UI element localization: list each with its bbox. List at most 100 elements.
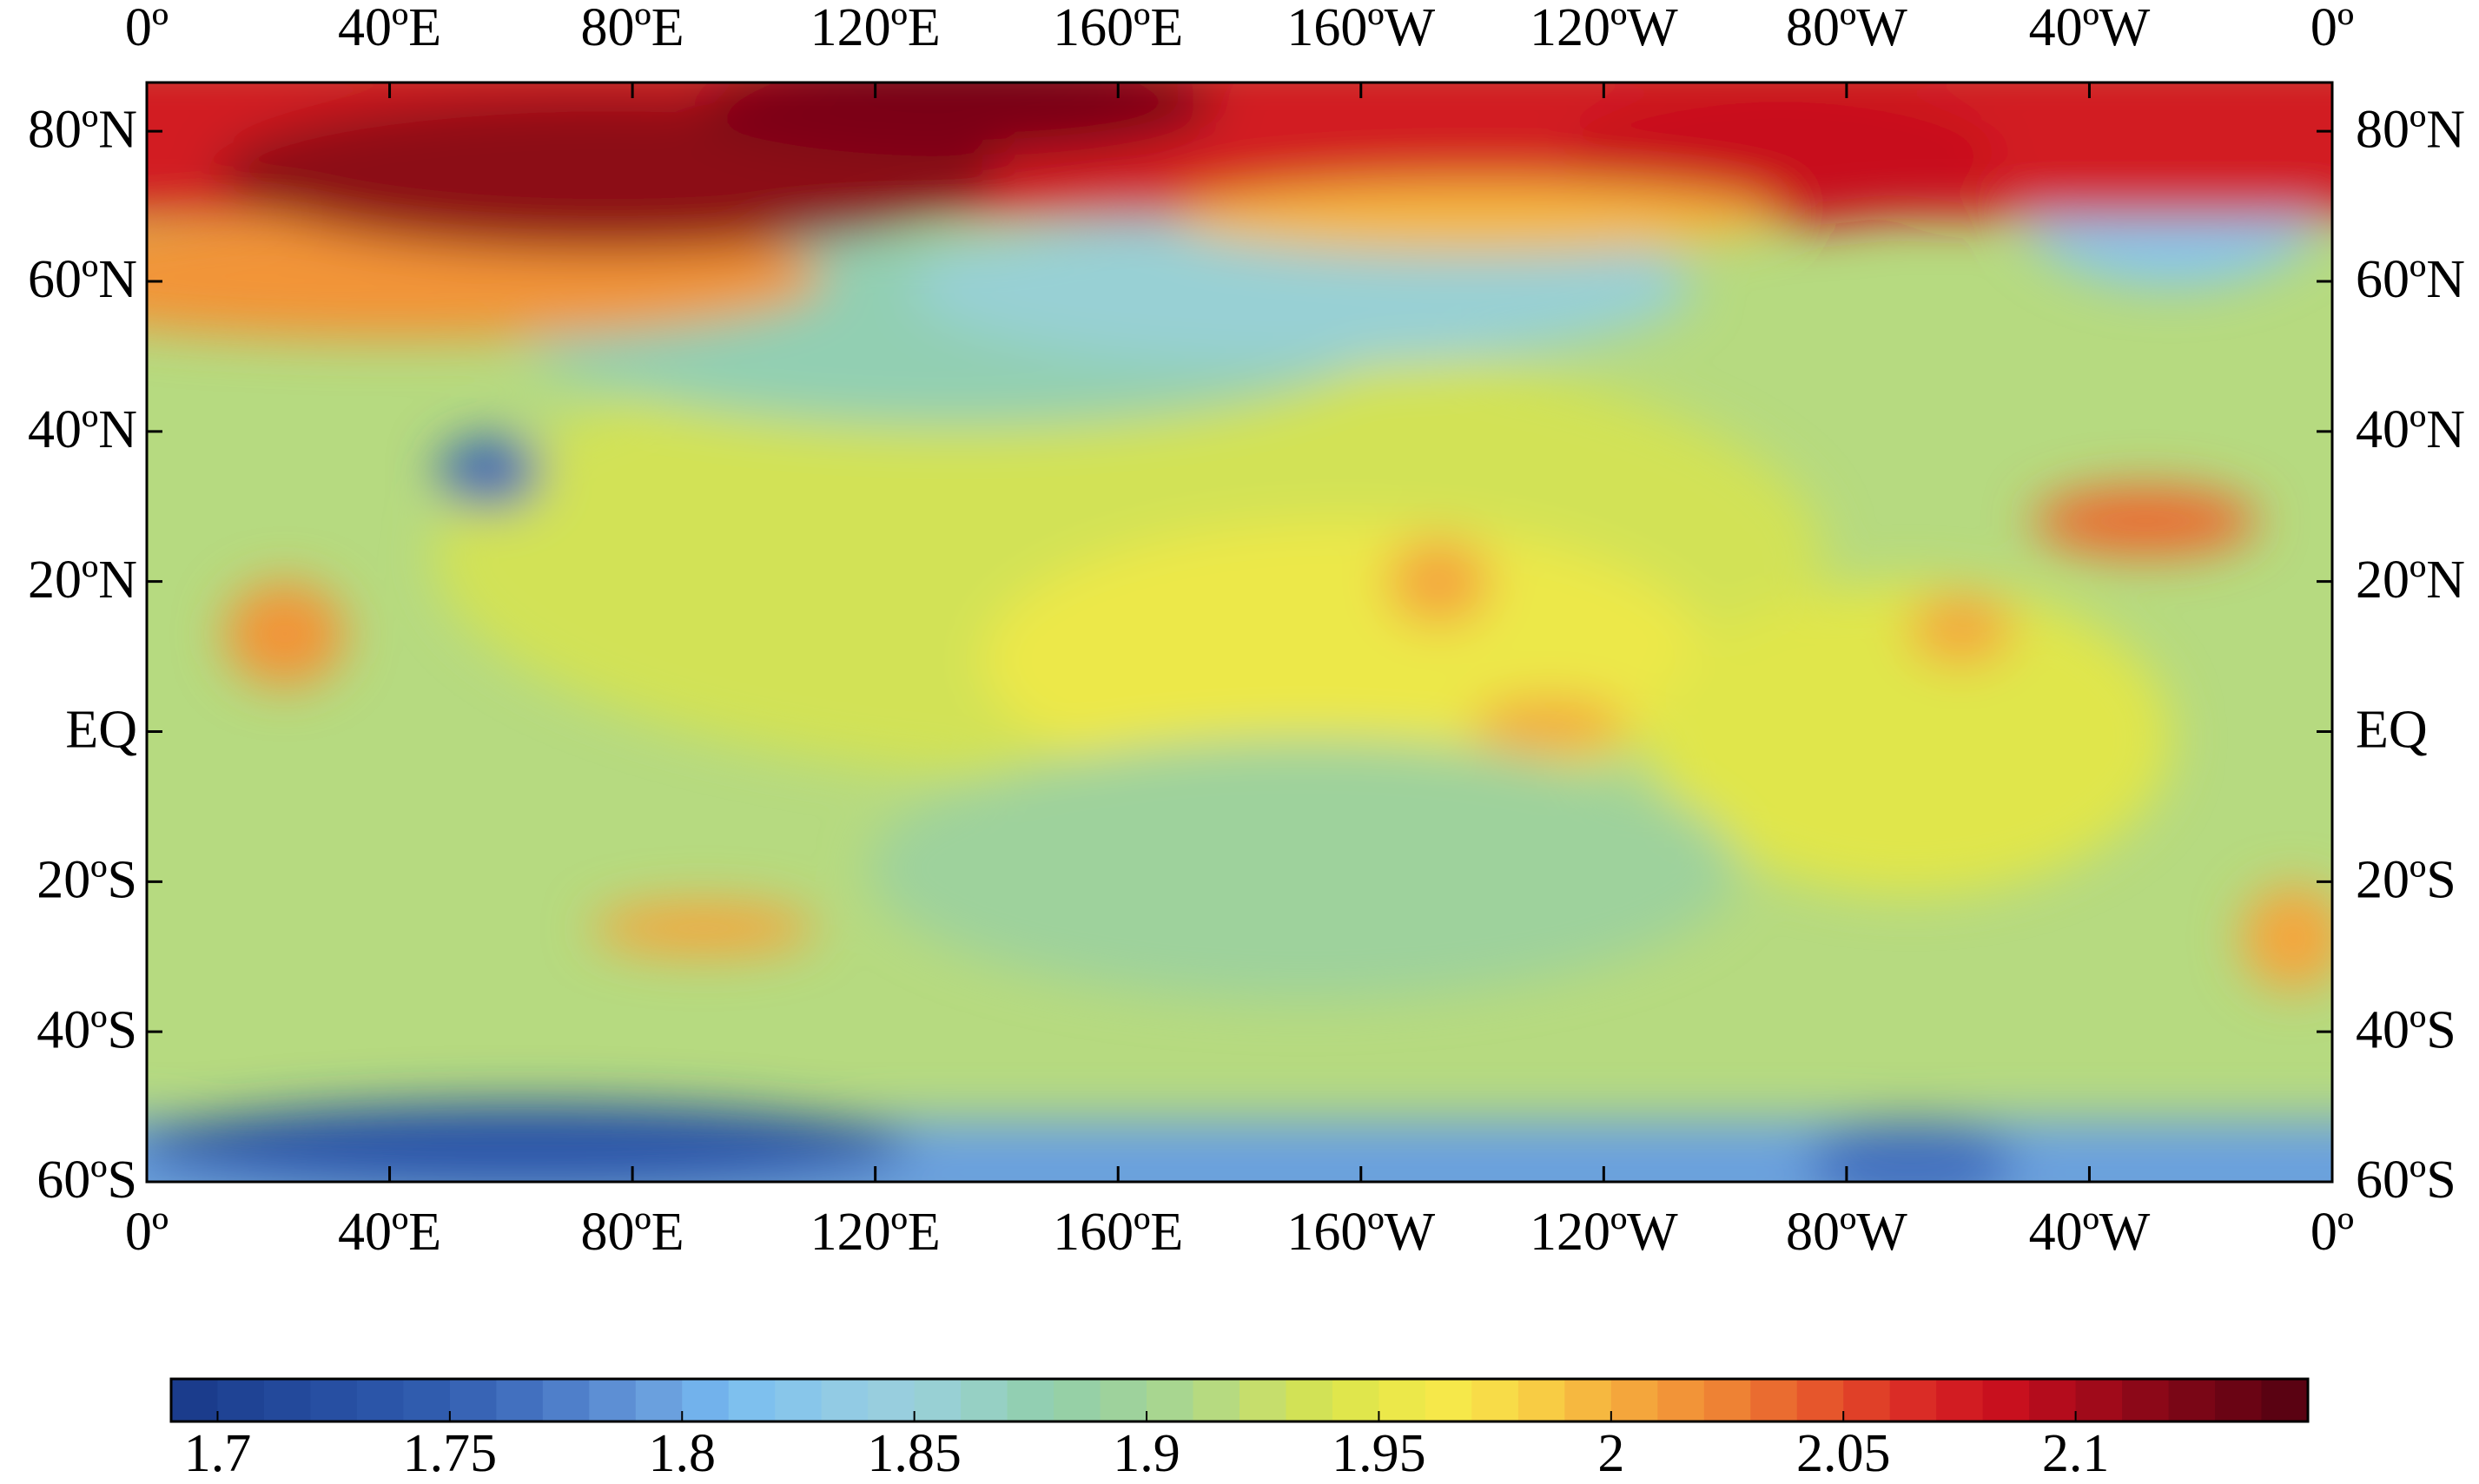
colorbar-segment — [2029, 1379, 2077, 1421]
colorbar-segment — [403, 1379, 451, 1421]
y-tick-label-left: 60ºS — [36, 1151, 137, 1210]
colorbar-segment — [1286, 1379, 1333, 1421]
colorbar-segment — [1425, 1379, 1472, 1421]
colorbar-segment — [1610, 1379, 1658, 1421]
colorbar-segment — [728, 1379, 776, 1421]
blob — [591, 902, 816, 954]
y-tick-label-right: 40ºN — [2356, 400, 2465, 459]
colorbar-segment — [1147, 1379, 1194, 1421]
blob — [869, 738, 1737, 999]
colorbar-segment — [1100, 1379, 1147, 1421]
y-tick-label-right: 60ºS — [2356, 1151, 2456, 1210]
x-tick-label-bottom: 120ºW — [1530, 1203, 1678, 1262]
colorbar-segment — [1889, 1379, 1937, 1421]
colorbar-tick-label: 1.9 — [1113, 1424, 1180, 1483]
colorbar-segment — [171, 1379, 218, 1421]
y-tick-label-left: 80ºN — [28, 100, 137, 159]
colorbar-segment — [356, 1379, 404, 1421]
blob — [695, 82, 1216, 156]
field — [147, 82, 2332, 1182]
blob — [1908, 595, 2013, 664]
blob — [1650, 582, 2172, 894]
x-tick-label-top: 160ºW — [1286, 0, 1435, 57]
colorbar-segment — [1193, 1379, 1240, 1421]
y-tick-label-right: 80ºN — [2356, 100, 2465, 159]
x-tick-label-bottom: 80ºE — [581, 1203, 684, 1262]
colorbar-segment — [775, 1379, 823, 1421]
x-tick-label-top: 120ºE — [810, 0, 941, 57]
colorbar-tick-label: 2.1 — [2042, 1424, 2110, 1483]
colorbar-segment — [1982, 1379, 2030, 1421]
colorbar-tick-label: 2.05 — [1796, 1424, 1891, 1483]
colorbar-segment — [1007, 1379, 1054, 1421]
blob — [1386, 538, 1491, 625]
colorbar-frame — [169, 1377, 2310, 1423]
colorbar-segment — [2075, 1379, 2123, 1421]
colorbar-segment — [1750, 1379, 1798, 1421]
colorbar-segment — [2261, 1379, 2309, 1421]
x-tick-label-top: 80ºW — [1786, 0, 1907, 57]
x-tick-label-top: 40ºW — [2029, 0, 2151, 57]
colorbar-segment — [1657, 1379, 1705, 1421]
colorbar-segment — [1332, 1379, 1379, 1421]
y-tick-label-left: 20ºS — [36, 851, 137, 910]
colorbar-segment — [2215, 1379, 2263, 1421]
x-tick-label-top: 40ºE — [338, 0, 441, 57]
x-tick-label-bottom: 160ºW — [1286, 1203, 1435, 1262]
y-tick-label-right: 20ºN — [2356, 551, 2465, 610]
x-tick-label-bottom: 80ºW — [1786, 1203, 1907, 1262]
field-blobs — [147, 82, 2332, 1182]
y-tick-label-left: EQ — [65, 701, 137, 760]
colorbar-tick-label: 1.7 — [184, 1424, 252, 1483]
blob — [1173, 182, 1781, 252]
colorbar-segment — [961, 1379, 1008, 1421]
y-tick-label-right: 40ºS — [2356, 1000, 2456, 1059]
colorbar-tick-label: 1.95 — [1332, 1424, 1426, 1483]
blob — [147, 1103, 912, 1182]
colorbar-segment — [914, 1379, 962, 1421]
y-tick-label-left: 40ºS — [36, 1000, 137, 1059]
x-tick-label-top: 0º — [125, 0, 169, 57]
colorbar-segment — [310, 1379, 358, 1421]
colorbar-segment — [263, 1379, 311, 1421]
colorbar-segment — [1240, 1379, 1286, 1421]
x-tick-label-bottom: 0º — [2310, 1203, 2354, 1262]
blob — [1471, 698, 1628, 750]
x-tick-label-bottom: 160ºE — [1053, 1203, 1183, 1262]
colorbar-segment — [2168, 1379, 2216, 1421]
colorbar-segment — [217, 1379, 265, 1421]
colorbar-tick-label: 2 — [1597, 1424, 1624, 1483]
colorbar-tick-label: 1.8 — [649, 1424, 717, 1483]
colorbar-segment — [868, 1379, 916, 1421]
y-tick-label-left: 40ºN — [28, 400, 137, 459]
colorbar-segment — [1936, 1379, 1984, 1421]
colorbar-segment — [682, 1379, 730, 1421]
colorbar-segment — [449, 1379, 497, 1421]
blob — [2033, 486, 2258, 556]
x-tick-label-bottom: 40ºE — [338, 1203, 441, 1262]
colorbar-tick-label: 1.85 — [867, 1424, 962, 1483]
colorbar-segment — [2122, 1379, 2170, 1421]
map-frame — [145, 81, 2334, 1184]
colorbar-segment — [1517, 1379, 1565, 1421]
x-tick-label-top: 120ºW — [1530, 0, 1678, 57]
x-tick-label-bottom: 120ºE — [810, 1203, 941, 1262]
y-tick-label-right: 60ºN — [2356, 250, 2465, 309]
blob — [438, 438, 542, 507]
x-tick-label-bottom: 0º — [125, 1203, 169, 1262]
x-tick-label-bottom: 40ºW — [2029, 1203, 2151, 1262]
y-tick-label-left: 20ºN — [28, 551, 137, 610]
y-tick-label-left: 60ºN — [28, 250, 137, 309]
colorbar-segment — [1378, 1379, 1426, 1421]
y-tick-label-right: EQ — [2356, 701, 2428, 760]
colorbar-segment — [542, 1379, 590, 1421]
colorbar-segment — [635, 1379, 683, 1421]
colorbar-segment — [821, 1379, 869, 1421]
colorbar-segment — [1703, 1379, 1751, 1421]
x-tick-label-top: 80ºE — [581, 0, 684, 57]
colorbar-segment — [1796, 1379, 1844, 1421]
colorbar-segment — [496, 1379, 544, 1421]
y-tick-label-right: 20ºS — [2356, 851, 2456, 910]
